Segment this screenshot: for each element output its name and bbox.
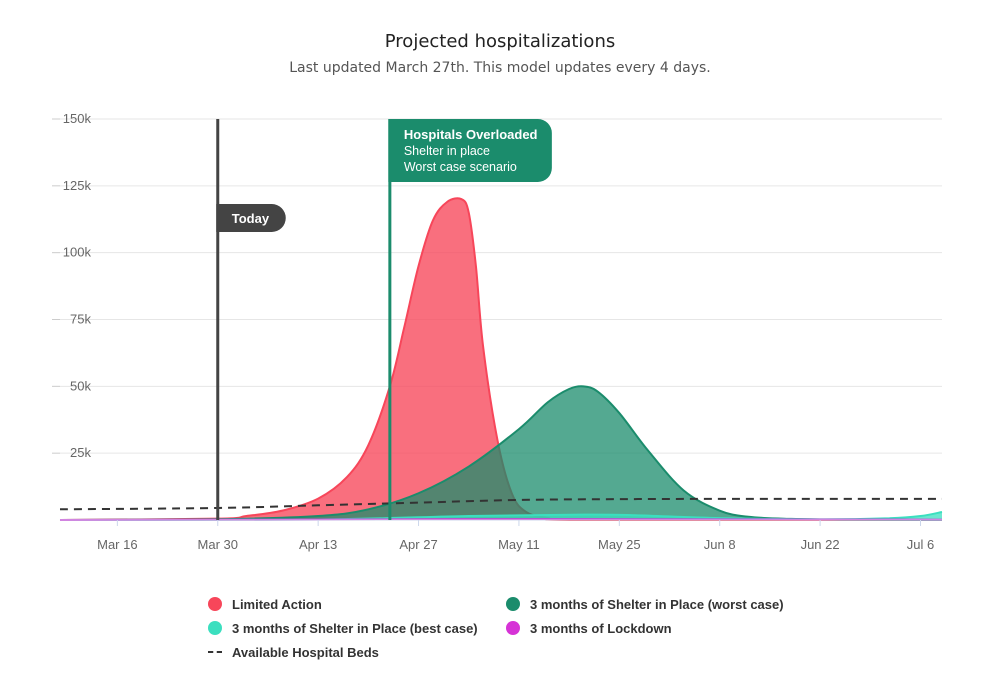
overload-marker-flag (388, 119, 552, 183)
x-tick-label: Mar 30 (198, 537, 238, 552)
legend-marker-dot (208, 597, 222, 611)
today-marker-label: Today (232, 211, 270, 226)
legend-label: Available Hospital Beds (232, 644, 379, 660)
y-tick-label: 50k (70, 378, 91, 393)
overload-marker-title: Hospitals Overloaded (404, 127, 538, 142)
legend-item-limited-action[interactable]: Limited Action (208, 596, 322, 612)
x-tick-label: Mar 16 (97, 537, 137, 552)
x-tick-label: Apr 13 (299, 537, 337, 552)
legend-marker-dot (208, 621, 222, 635)
y-tick-label: 25k (70, 445, 91, 460)
today-marker-flag (216, 204, 286, 233)
y-tick-label: 125k (63, 178, 92, 193)
series-area-1 (60, 386, 942, 520)
line-layer (59, 497, 942, 511)
legend-marker-dash (208, 651, 222, 653)
legend-item-shelter-worst-case[interactable]: 3 months of Shelter in Place (worst case… (506, 596, 784, 612)
x-tick-label: Jun 8 (704, 537, 736, 552)
x-tick-label: May 11 (498, 537, 540, 552)
y-tick-label: 75k (70, 312, 91, 327)
chart-subtitle: Last updated March 27th. This model upda… (289, 60, 711, 76)
x-tick-label: Jul 6 (907, 537, 934, 552)
legend-label: 3 months of Lockdown (530, 620, 672, 636)
series-line-hospital-beds (59, 497, 942, 511)
legend-item-hospital-beds[interactable]: Available Hospital Beds (208, 644, 379, 660)
legend-label: Limited Action (232, 596, 322, 612)
x-tick-label: May 25 (598, 537, 641, 552)
legend-label: 3 months of Shelter in Place (worst case… (530, 596, 784, 612)
legend-item-lockdown[interactable]: 3 months of Lockdown (506, 620, 672, 636)
x-tick-label: Apr 27 (399, 537, 437, 552)
legend-label: 3 months of Shelter in Place (best case) (232, 620, 478, 636)
annotation-layer: Today Hospitals Overloaded Shelter in plac… (216, 119, 552, 520)
overload-marker-line-text: Worst case scenario (404, 160, 517, 174)
series-line-1 (59, 385, 943, 521)
y-tick-label: 100k (63, 245, 92, 260)
legend-marker-dot (506, 597, 520, 611)
axis-layer: 25k 50k 75k 100k 125k 150k Mar 16 Mar 30 Apr 13 A… (60, 111, 942, 552)
x-tick-label: Jun 22 (801, 537, 840, 552)
legend-marker-dot (506, 621, 520, 635)
legend-item-shelter-best-case[interactable]: 3 months of Shelter in Place (best case) (208, 620, 478, 636)
y-tick-label: 150k (63, 111, 92, 126)
overload-marker-line-text: Shelter in place (404, 144, 490, 158)
chart-title: Projected hospitalizations (384, 31, 616, 52)
area-layer (59, 197, 943, 522)
